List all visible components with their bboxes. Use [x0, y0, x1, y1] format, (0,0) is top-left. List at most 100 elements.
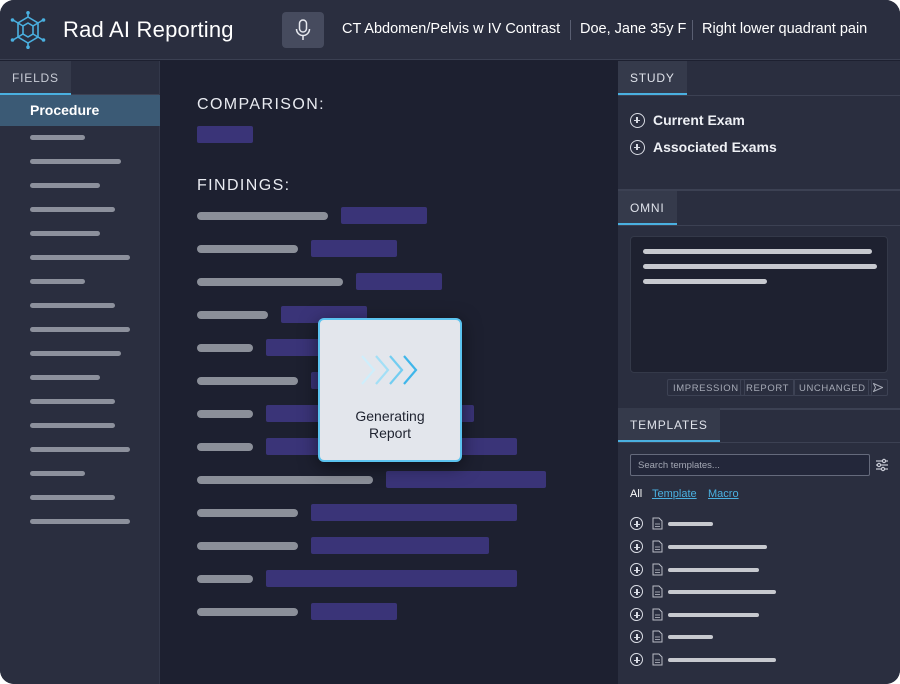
plus-circle-icon[interactable] [630, 608, 643, 621]
document-icon [652, 608, 663, 621]
document-icon [652, 517, 663, 530]
report-button[interactable]: REPORT [740, 379, 796, 396]
finding-label-placeholder [197, 575, 253, 583]
finding-value-placeholder [311, 537, 489, 554]
template-list-item[interactable] [630, 584, 830, 600]
field-item-placeholder[interactable] [30, 303, 115, 308]
plus-circle-icon[interactable] [630, 540, 643, 553]
generating-report-text: Generating Report [320, 408, 460, 442]
finding-value-placeholder [311, 240, 397, 257]
unchanged-button[interactable]: UNCHANGED [793, 379, 872, 396]
divider [618, 225, 900, 226]
field-item-placeholder[interactable] [30, 471, 85, 476]
divider [618, 408, 900, 410]
app-title: Rad AI Reporting [63, 17, 234, 42]
dictation-button[interactable] [282, 12, 324, 48]
field-item-placeholder[interactable] [30, 351, 121, 356]
tab-study[interactable]: STUDY [618, 61, 687, 95]
finding-label-placeholder [197, 443, 253, 451]
template-name-placeholder [668, 613, 759, 617]
template-name-placeholder [668, 522, 713, 526]
template-list-item[interactable] [630, 652, 830, 668]
send-button[interactable] [868, 379, 888, 396]
plus-circle-icon[interactable] [630, 630, 643, 643]
generating-report-line1: Generating [355, 408, 425, 424]
finding-label-placeholder [197, 542, 298, 550]
document-icon [652, 563, 663, 576]
field-item-placeholder[interactable] [30, 375, 100, 380]
logo-icon [10, 11, 46, 49]
template-name-placeholder [668, 568, 759, 572]
field-item-placeholder[interactable] [30, 327, 130, 332]
filter-all[interactable]: All [630, 488, 643, 500]
comparison-heading: COMPARISON: [197, 96, 326, 113]
current-exam-item[interactable]: Current Exam [653, 112, 745, 128]
template-list-item[interactable] [630, 539, 830, 555]
finding-label-placeholder [197, 608, 298, 616]
finding-label-placeholder [197, 212, 328, 220]
field-item-placeholder[interactable] [30, 231, 100, 236]
plus-circle-icon[interactable] [630, 585, 643, 598]
field-item-placeholder[interactable] [30, 135, 85, 140]
finding-value-placeholder [266, 570, 517, 587]
omni-text-area[interactable] [630, 236, 888, 373]
finding-label-placeholder [197, 311, 268, 319]
tab-fields[interactable]: FIELDS [0, 61, 71, 95]
template-search-input[interactable] [630, 454, 870, 476]
document-icon [652, 630, 663, 643]
send-icon [873, 383, 883, 392]
omni-text-placeholder [643, 279, 767, 284]
field-item-placeholder[interactable] [30, 159, 121, 164]
field-item-placeholder[interactable] [30, 519, 130, 524]
field-item-placeholder[interactable] [30, 423, 115, 428]
generating-report-dialog: Generating Report [318, 318, 462, 462]
findings-heading: FINDINGS: [197, 177, 291, 194]
finding-value-placeholder [311, 603, 397, 620]
omni-text-placeholder [643, 249, 872, 254]
template-name-placeholder [668, 658, 776, 662]
field-item-placeholder[interactable] [30, 447, 130, 452]
template-name-placeholder [668, 635, 713, 639]
template-list-item[interactable] [630, 516, 830, 532]
impression-button[interactable]: IMPRESSION [667, 379, 745, 396]
finding-value-placeholder [341, 207, 427, 224]
finding-value-placeholder [356, 273, 442, 290]
field-item-placeholder[interactable] [30, 495, 115, 500]
chevron-arrows-icon [361, 355, 418, 385]
template-list-item[interactable] [630, 629, 830, 645]
header-divider [692, 20, 693, 40]
divider [618, 442, 900, 443]
tab-omni[interactable]: OMNI [618, 191, 677, 225]
filter-macro[interactable]: Macro [708, 488, 739, 500]
divider [618, 95, 900, 96]
plus-circle-icon[interactable] [630, 113, 645, 128]
plus-circle-icon[interactable] [630, 517, 643, 530]
divider [618, 189, 900, 191]
field-item-placeholder[interactable] [30, 207, 115, 212]
field-item-procedure[interactable]: Procedure [0, 95, 160, 126]
finding-value-placeholder [311, 504, 517, 521]
filter-sliders-icon[interactable] [874, 457, 890, 473]
field-item-placeholder[interactable] [30, 183, 100, 188]
finding-label-placeholder [197, 344, 253, 352]
header-divider [570, 20, 571, 40]
filter-template[interactable]: Template [652, 488, 697, 500]
fields-panel: FIELDS Procedure [0, 61, 160, 684]
template-list-item[interactable] [630, 562, 830, 578]
patient-info: Doe, Jane 35y F [580, 21, 687, 37]
comparison-placeholder [197, 126, 253, 143]
document-icon [652, 653, 663, 666]
tab-templates[interactable]: TEMPLATES [618, 408, 720, 442]
field-item-placeholder[interactable] [30, 279, 85, 284]
field-item-placeholder[interactable] [30, 399, 115, 404]
clinical-indication: Right lower quadrant pain [702, 21, 868, 37]
plus-circle-icon[interactable] [630, 653, 643, 666]
template-list-item[interactable] [630, 607, 830, 623]
plus-circle-icon[interactable] [630, 140, 645, 155]
finding-label-placeholder [197, 245, 298, 253]
plus-circle-icon[interactable] [630, 563, 643, 576]
associated-exams-item[interactable]: Associated Exams [653, 139, 777, 155]
field-item-placeholder[interactable] [30, 255, 130, 260]
side-panel: STUDY Current Exam Associated Exams OMNI… [618, 61, 900, 684]
